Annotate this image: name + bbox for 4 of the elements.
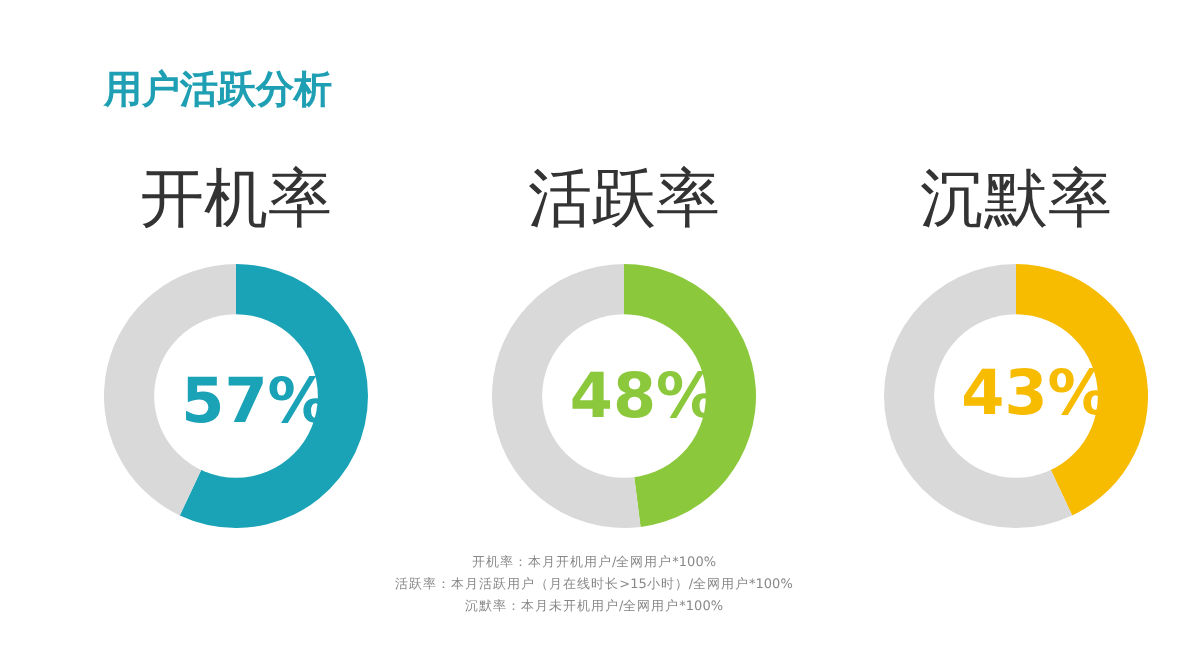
chart-title: 开机率 <box>140 160 332 236</box>
text: 用户活跃分析 <box>102 68 332 112</box>
chart-title: 沉默率 <box>920 160 1112 236</box>
chart-title: 活跃率 <box>528 160 720 236</box>
